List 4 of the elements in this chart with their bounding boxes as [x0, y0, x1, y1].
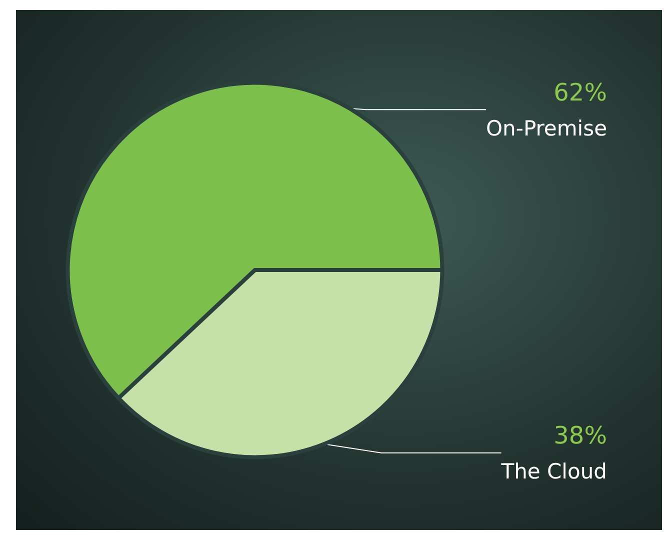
slice-label: On-Premise	[486, 116, 607, 140]
slice-label: The Cloud	[500, 460, 607, 484]
data-label: 62%	[554, 78, 607, 106]
data-label: 38%	[554, 422, 607, 450]
